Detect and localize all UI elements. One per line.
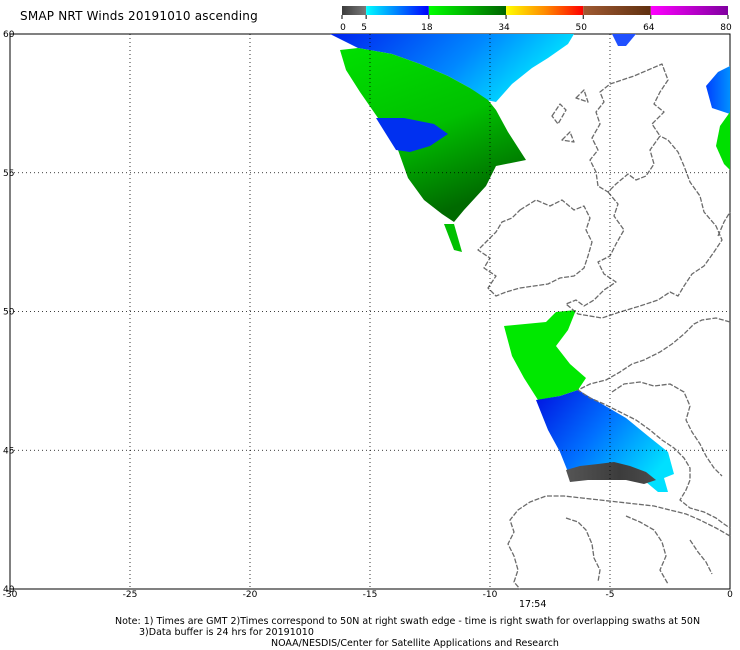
longitude-label: -15 (363, 590, 378, 600)
latitude-label: 40 (3, 585, 15, 595)
colorbar-tick-label: 34 (498, 23, 510, 33)
wind-swath-biscay-green (504, 310, 586, 400)
coastline-brittany (611, 381, 723, 477)
coastline-norway (717, 211, 731, 237)
colorbar-tick-label: 18 (421, 23, 433, 33)
latitude-label: 50 (3, 308, 15, 318)
colorbar-segment (366, 6, 429, 15)
colorbar-segment (342, 6, 367, 15)
wind-swath-green-tip (444, 224, 462, 252)
coastline-iberia (507, 495, 731, 590)
coastline-continent (577, 317, 731, 529)
wind-speed-colorbar (342, 6, 728, 15)
coastline-iberia-interior (565, 515, 713, 585)
colorbar-segment (428, 6, 507, 15)
longitude-label: -20 (243, 590, 258, 600)
colorbar-tick-labels: 0 5 18 34 50 64 80 (340, 15, 732, 33)
wind-swath-biscay-blue (536, 390, 674, 492)
coastline-ireland (477, 199, 593, 297)
colorbar-segment (650, 6, 728, 15)
colorbar-tick-label: 64 (643, 23, 655, 33)
wind-swath-calm-grey (566, 462, 656, 484)
colorbar-tick-label: 5 (361, 23, 367, 33)
note-line-1: Note: 1) Times are GMT 2)Times correspon… (115, 616, 701, 627)
latitude-labels: 60 55 50 45 40 (3, 30, 15, 595)
coastline-england-wales (565, 135, 723, 319)
colorbar-tick-label: 80 (720, 23, 732, 33)
wind-swath-layer (330, 34, 730, 492)
wind-swath-right-edge-green (716, 112, 730, 170)
coastline-hebrides (551, 89, 589, 143)
longitude-label: 0 (727, 590, 733, 600)
longitude-label: -5 (606, 590, 615, 600)
longitude-label: -30 (3, 590, 18, 600)
coastline-layer (477, 63, 731, 590)
note-line-2: 3)Data buffer is 24 hrs for 20191010 (139, 627, 314, 638)
latitude-label: 55 (3, 169, 14, 179)
longitude-label: -25 (123, 590, 138, 600)
colorbar-segment (583, 6, 651, 15)
wind-swath-north-blue (330, 34, 574, 102)
colorbar-segment (506, 6, 584, 15)
colorbar-tick-label: 50 (576, 23, 588, 33)
coastline-scotland (589, 63, 669, 193)
credit-line: NOAA/NESDIS/Center for Satellite Applica… (271, 638, 559, 649)
swath-time-label: 17:54 (519, 599, 547, 610)
map-title: SMAP NRT Winds 20191010 ascending (20, 9, 258, 23)
colorbar-tick-label: 0 (340, 23, 346, 33)
longitude-labels: -30 -25 -20 -15 -10 -5 0 (3, 590, 733, 600)
latitude-label: 45 (3, 446, 14, 456)
longitude-label: -10 (483, 590, 498, 600)
latitude-label: 60 (3, 30, 15, 40)
wind-swath-right-edge-blue (706, 66, 730, 114)
wind-swath-top-right-wedge (612, 34, 636, 46)
graticule-grid (10, 34, 730, 589)
wind-swath-blue-patch (376, 118, 448, 152)
